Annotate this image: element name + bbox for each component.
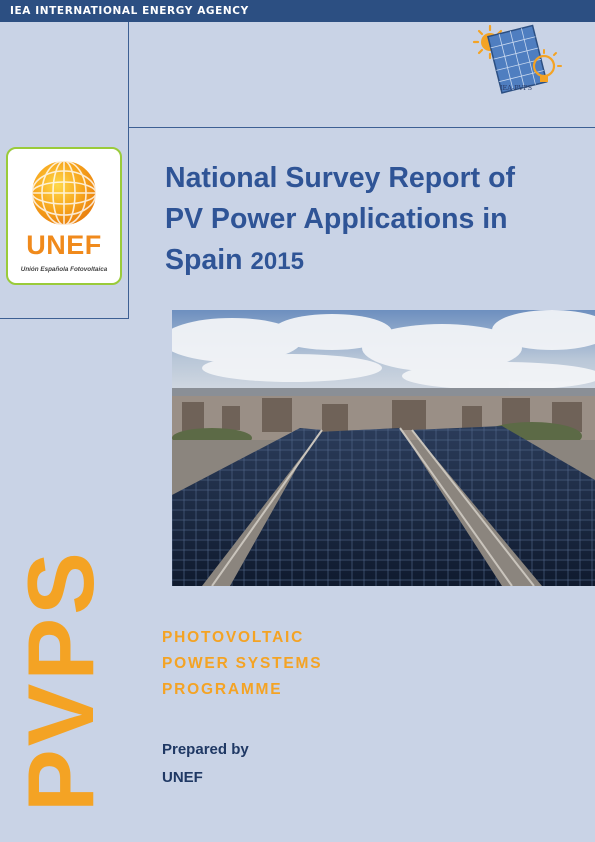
divider-vertical <box>128 22 129 318</box>
prepared-by-org: UNEF <box>162 769 203 786</box>
programme-line-2: POWER SYSTEMS <box>162 655 323 672</box>
unef-subtitle: Unión Española Fotovoltaica <box>20 266 108 273</box>
pvps-vertical-wordmark: PVPS <box>8 549 113 812</box>
prepared-by-label: Prepared by <box>162 741 249 758</box>
programme-name: PHOTOVOLTAIC POWER SYSTEMS PROGRAMME <box>162 625 322 703</box>
programme-line-1: PHOTOVOLTAIC <box>162 629 305 646</box>
iea-pvps-label: IEA-PVPS <box>499 84 533 92</box>
cover-photo <box>162 310 595 587</box>
title-country: Spain <box>165 244 243 276</box>
lightbulb-icon <box>532 49 562 82</box>
header-bar: IEA INTERNATIONAL ENERGY AGENCY <box>0 0 595 22</box>
prepared-by: Prepared by UNEF <box>162 736 249 792</box>
title-line-3: Spain 2015 <box>165 240 585 282</box>
title-year: 2015 <box>250 248 304 275</box>
sun-globe-icon <box>31 160 97 226</box>
unef-logo: UNEF Unión Española Fotovoltaica <box>6 147 122 285</box>
title-line-2: PV Power Applications in <box>165 203 508 235</box>
unef-wordmark: UNEF <box>26 230 102 260</box>
iea-pvps-logo <box>466 16 566 100</box>
report-title: National Survey Report of PV Power Appli… <box>165 158 585 282</box>
divider-horizontal-left <box>0 318 129 319</box>
agency-name: IEA INTERNATIONAL ENERGY AGENCY <box>10 5 249 17</box>
programme-line-3: PROGRAMME <box>162 681 283 698</box>
divider-horizontal-top <box>128 127 595 128</box>
title-line-1: National Survey Report of <box>165 162 515 194</box>
